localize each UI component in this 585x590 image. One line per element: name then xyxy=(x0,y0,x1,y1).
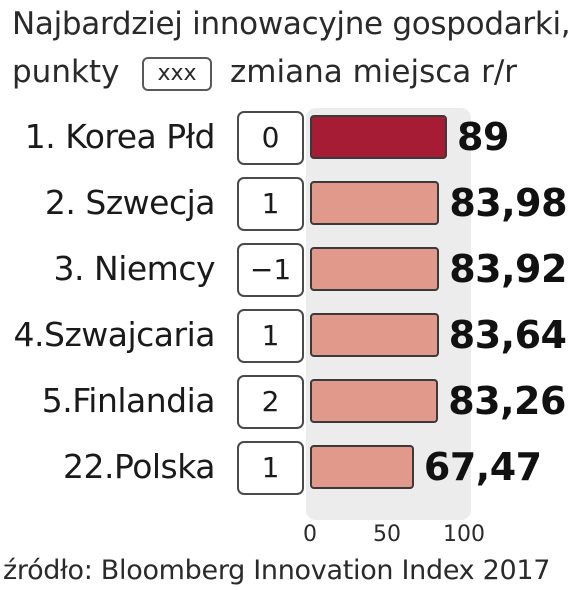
source-note: źródło: Bloomberg Innovation Index 2017 xyxy=(3,555,551,586)
value-label: 89 xyxy=(457,115,509,159)
rank-change-box: 0 xyxy=(237,111,304,165)
legend-change-box: xxx xyxy=(142,57,212,91)
value-label: 67,47 xyxy=(423,445,542,489)
legend-change-label: zmiana miejsca r/r xyxy=(230,54,518,90)
category-label: 5.Finlandia xyxy=(41,381,216,420)
category-label: 2. Szwecja xyxy=(44,183,216,222)
bar xyxy=(310,247,440,291)
chart-title: Najbardziej innowacyjne gospodarki, xyxy=(12,6,571,42)
rank-change-box: 1 xyxy=(237,177,304,231)
value-label: 83,26 xyxy=(448,379,566,423)
value-label: 83,98 xyxy=(449,181,568,225)
bar xyxy=(310,181,440,225)
rank-change-box: 2 xyxy=(237,375,304,429)
value-label: 83,64 xyxy=(448,313,567,357)
legend: punkty xxx zmiana miejsca r/r xyxy=(12,54,572,98)
bar xyxy=(310,445,414,489)
bar xyxy=(310,313,439,357)
category-label: 4.Szwajcaria xyxy=(13,315,216,354)
value-label: 83,92 xyxy=(449,247,567,291)
x-tick-label: 100 xyxy=(443,522,485,547)
category-label: 3. Niemcy xyxy=(53,249,216,288)
category-label: 22.Polska xyxy=(62,447,216,486)
category-label: 1. Korea Płd xyxy=(24,117,216,156)
bar xyxy=(310,379,439,423)
unit-label: punkty xyxy=(12,54,120,90)
bar xyxy=(310,115,448,159)
rank-change-box: 1 xyxy=(237,309,304,363)
rank-change-box: −1 xyxy=(237,243,304,297)
x-tick-label: 0 xyxy=(303,522,317,547)
rank-change-box: 1 xyxy=(237,441,304,495)
x-tick-label: 50 xyxy=(373,522,401,547)
